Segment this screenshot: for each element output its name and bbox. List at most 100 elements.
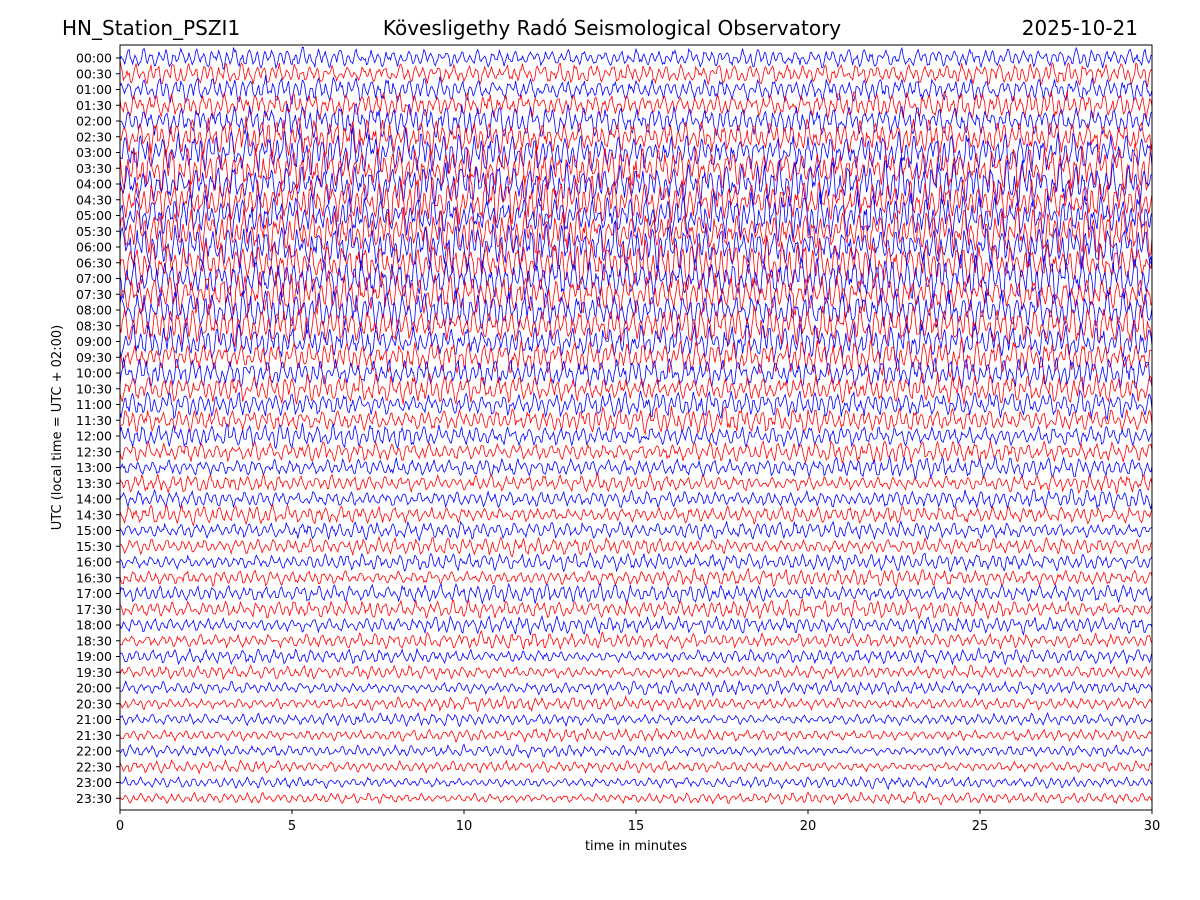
trace-1400 <box>120 488 1152 511</box>
y-tick-label: 03:00 <box>76 145 112 160</box>
y-tick-label: 08:00 <box>76 303 112 318</box>
trace-2230 <box>120 758 1152 775</box>
trace-0830 <box>120 304 1152 347</box>
y-tick-label: 11:00 <box>76 397 112 412</box>
y-tick-label: 16:00 <box>76 555 112 570</box>
y-tick-label: 00:30 <box>76 66 112 81</box>
trace-2130 <box>120 727 1152 744</box>
trace-2000 <box>120 679 1152 697</box>
y-tick-label: 06:00 <box>76 240 112 255</box>
trace-0400 <box>120 157 1152 210</box>
trace-2100 <box>120 712 1152 728</box>
x-tick-label: 5 <box>288 819 296 834</box>
y-tick-label: 23:30 <box>76 791 112 806</box>
station-name: HN_Station_PSZI1 <box>62 16 241 40</box>
y-tick-label: 12:00 <box>76 429 112 444</box>
y-tick-label: 02:00 <box>76 114 112 129</box>
y-tick-label: 21:00 <box>76 712 112 727</box>
y-tick-label: 20:30 <box>76 696 112 711</box>
chart-title: Kövesligethy Radó Seismological Observat… <box>382 16 842 40</box>
trace-1430 <box>120 503 1152 527</box>
trace-0500 <box>120 189 1152 242</box>
y-tick-label: 23:00 <box>76 775 112 790</box>
y-tick-label: 06:30 <box>76 255 112 270</box>
trace-1100 <box>120 389 1152 422</box>
y-tick-label: 10:30 <box>76 381 112 396</box>
trace-0430 <box>120 173 1152 226</box>
trace-1530 <box>120 536 1152 558</box>
y-tick-label: 19:30 <box>76 665 112 680</box>
trace-0000 <box>120 46 1152 70</box>
y-tick-label: 00:00 <box>76 51 112 66</box>
x-tick-label: 30 <box>1144 819 1161 834</box>
y-tick-label: 19:00 <box>76 649 112 664</box>
y-tick-label: 08:30 <box>76 318 112 333</box>
y-tick-label: 17:30 <box>76 602 112 617</box>
trace-0100 <box>120 74 1152 105</box>
trace-0230 <box>120 115 1152 158</box>
x-axis-ticks: 0 5 10 15 20 25 30 <box>116 810 1160 834</box>
y-tick-label: 15:00 <box>76 523 112 538</box>
trace-0930 <box>120 337 1152 378</box>
x-tick-label: 20 <box>800 819 817 834</box>
trace-1700 <box>120 582 1152 605</box>
y-tick-label: 20:00 <box>76 681 112 696</box>
trace-1200 <box>120 423 1152 450</box>
y-tick-label: 04:30 <box>76 192 112 207</box>
y-tick-label: 18:30 <box>76 633 112 648</box>
trace-0700 <box>120 251 1152 305</box>
x-axis-label: time in minutes <box>585 839 687 854</box>
y-tick-label: 01:00 <box>76 82 112 97</box>
y-tick-label: 12:30 <box>76 444 112 459</box>
y-tick-label: 10:00 <box>76 366 112 381</box>
trace-0730 <box>120 270 1152 316</box>
trace-1330 <box>120 472 1152 495</box>
y-tick-label: 11:30 <box>76 413 112 428</box>
y-axis-label: UTC (local time = UTC + 02:00) <box>50 325 65 530</box>
trace-1000 <box>120 355 1152 392</box>
y-tick-label: 18:00 <box>76 618 112 633</box>
trace-1030 <box>120 372 1152 405</box>
y-tick-label: 04:00 <box>76 177 112 192</box>
y-tick-label: 02:30 <box>76 129 112 144</box>
y-tick-label: 07:00 <box>76 271 112 286</box>
y-tick-label: 14:00 <box>76 492 112 507</box>
y-tick-label: 05:30 <box>76 224 112 239</box>
y-axis-ticks: 00:0000:3001:0001:3002:0002:3003:0003:30… <box>76 51 120 806</box>
y-tick-label: 01:30 <box>76 98 112 113</box>
trace-0330 <box>120 142 1152 194</box>
y-tick-label: 14:30 <box>76 507 112 522</box>
trace-2030 <box>120 695 1152 713</box>
trace-1800 <box>120 614 1152 636</box>
y-tick-label: 03:30 <box>76 161 112 176</box>
x-tick-label: 0 <box>116 819 124 834</box>
trace-1630 <box>120 567 1152 588</box>
y-tick-label: 21:30 <box>76 728 112 743</box>
trace-1730 <box>120 597 1152 621</box>
trace-0900 <box>120 322 1152 362</box>
trace-2300 <box>120 775 1152 791</box>
x-tick-label: 10 <box>456 819 473 834</box>
y-tick-label: 09:30 <box>76 350 112 365</box>
x-tick-label: 25 <box>972 819 989 834</box>
y-tick-label: 13:00 <box>76 460 112 475</box>
y-tick-label: 05:00 <box>76 208 112 223</box>
trace-0300 <box>120 127 1152 176</box>
trace-1600 <box>120 551 1152 573</box>
trace-1500 <box>120 520 1152 542</box>
trace-0200 <box>120 102 1152 140</box>
trace-2200 <box>120 743 1152 759</box>
y-tick-label: 22:30 <box>76 759 112 774</box>
trace-group <box>120 46 1152 806</box>
y-tick-label: 16:30 <box>76 570 112 585</box>
trace-0130 <box>120 91 1152 121</box>
trace-1130 <box>120 405 1152 436</box>
trace-1300 <box>120 455 1152 480</box>
chart-date: 2025-10-21 <box>1021 16 1138 40</box>
y-tick-label: 17:00 <box>76 586 112 601</box>
trace-1830 <box>120 629 1152 651</box>
y-tick-label: 13:30 <box>76 476 112 491</box>
y-tick-label: 15:30 <box>76 539 112 554</box>
y-tick-label: 09:00 <box>76 334 112 349</box>
